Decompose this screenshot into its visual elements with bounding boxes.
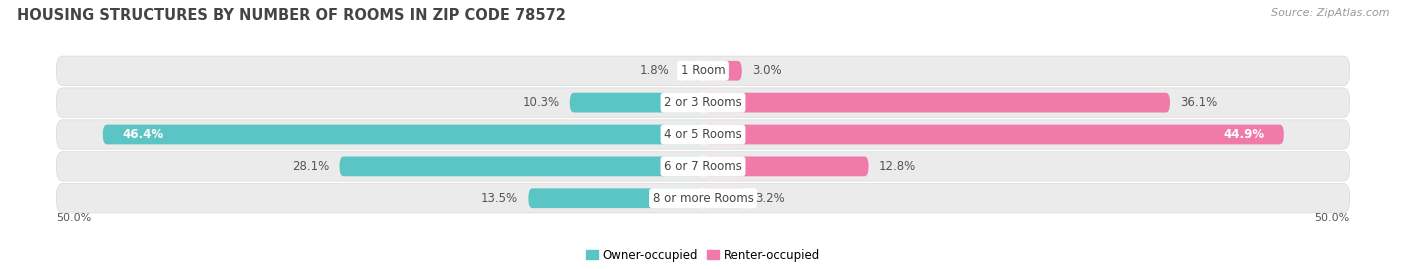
FancyBboxPatch shape (703, 157, 869, 176)
Text: Source: ZipAtlas.com: Source: ZipAtlas.com (1271, 8, 1389, 18)
FancyBboxPatch shape (56, 88, 1350, 117)
FancyBboxPatch shape (703, 93, 1170, 112)
FancyBboxPatch shape (56, 184, 1350, 213)
FancyBboxPatch shape (339, 157, 703, 176)
Legend: Owner-occupied, Renter-occupied: Owner-occupied, Renter-occupied (581, 244, 825, 266)
Text: 28.1%: 28.1% (292, 160, 329, 173)
Text: 2 or 3 Rooms: 2 or 3 Rooms (664, 96, 742, 109)
FancyBboxPatch shape (679, 61, 703, 81)
Text: 6 or 7 Rooms: 6 or 7 Rooms (664, 160, 742, 173)
Text: 1 Room: 1 Room (681, 64, 725, 77)
Text: 44.9%: 44.9% (1223, 128, 1264, 141)
Text: 8 or more Rooms: 8 or more Rooms (652, 192, 754, 205)
FancyBboxPatch shape (103, 125, 703, 144)
FancyBboxPatch shape (56, 120, 1350, 149)
Text: 36.1%: 36.1% (1180, 96, 1218, 109)
FancyBboxPatch shape (703, 188, 744, 208)
FancyBboxPatch shape (703, 125, 1284, 144)
Text: 1.8%: 1.8% (640, 64, 669, 77)
Text: 46.4%: 46.4% (122, 128, 163, 141)
Text: 12.8%: 12.8% (879, 160, 917, 173)
FancyBboxPatch shape (569, 93, 703, 112)
FancyBboxPatch shape (703, 61, 742, 81)
Text: 4 or 5 Rooms: 4 or 5 Rooms (664, 128, 742, 141)
Text: 13.5%: 13.5% (481, 192, 517, 205)
Text: 3.2%: 3.2% (755, 192, 785, 205)
FancyBboxPatch shape (56, 56, 1350, 85)
Text: 3.0%: 3.0% (752, 64, 782, 77)
FancyBboxPatch shape (529, 188, 703, 208)
Text: 50.0%: 50.0% (1315, 213, 1350, 223)
Text: HOUSING STRUCTURES BY NUMBER OF ROOMS IN ZIP CODE 78572: HOUSING STRUCTURES BY NUMBER OF ROOMS IN… (17, 8, 565, 23)
Text: 10.3%: 10.3% (522, 96, 560, 109)
FancyBboxPatch shape (56, 152, 1350, 181)
Text: 50.0%: 50.0% (56, 213, 91, 223)
